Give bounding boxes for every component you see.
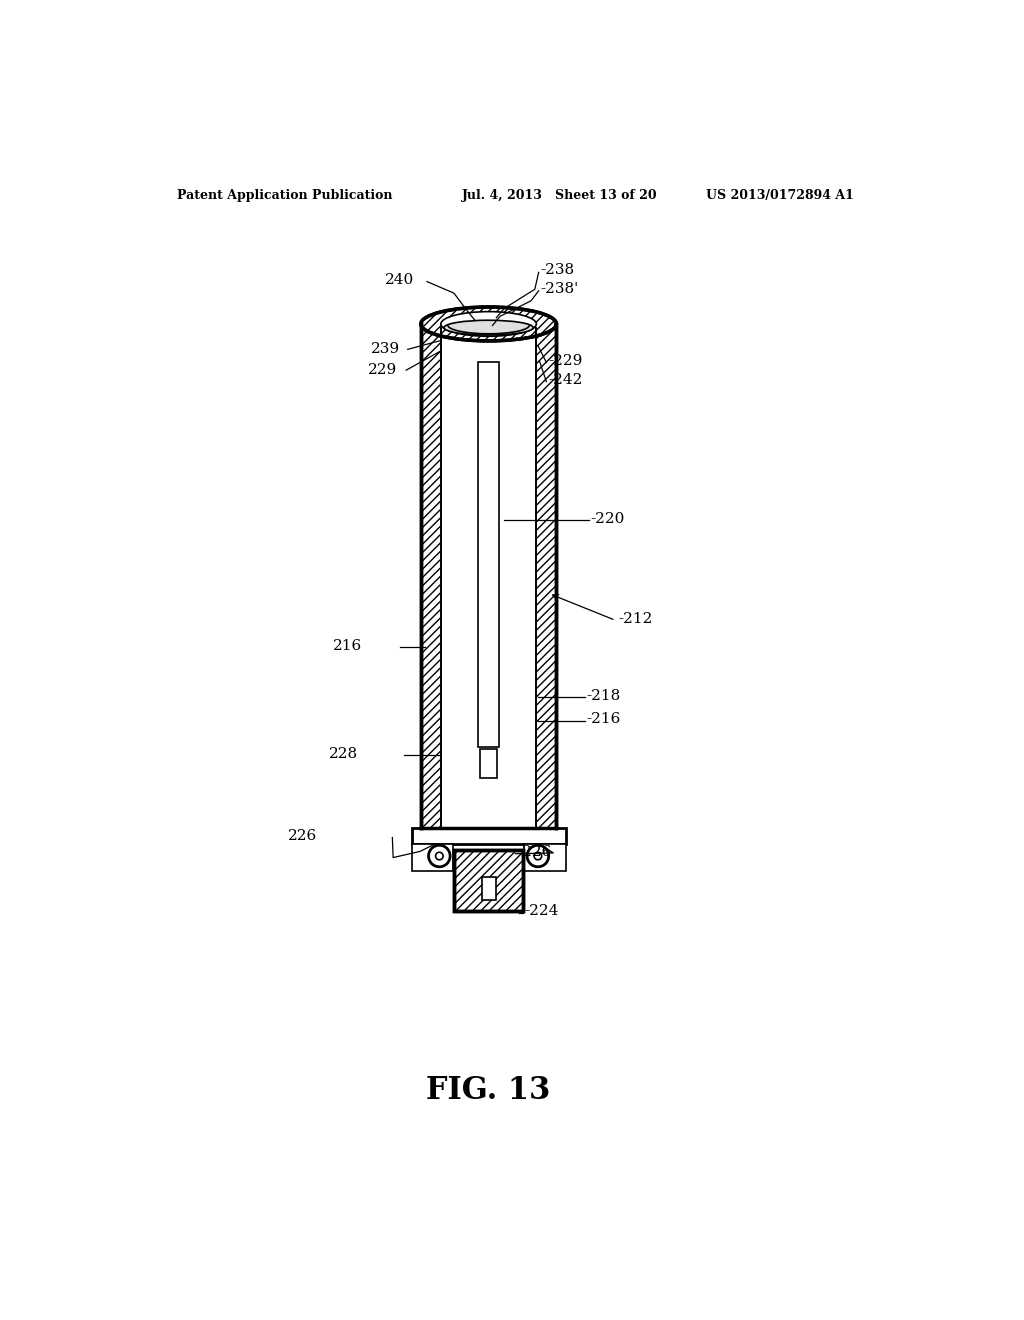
Bar bbox=[480, 748, 497, 779]
Text: 239: 239 bbox=[371, 342, 400, 356]
Bar bbox=[481, 876, 496, 900]
Text: Patent Application Publication: Patent Application Publication bbox=[177, 189, 392, 202]
Text: 240: 240 bbox=[385, 273, 414, 286]
Text: 229: 229 bbox=[368, 363, 397, 378]
Text: Jul. 4, 2013   Sheet 13 of 20: Jul. 4, 2013 Sheet 13 of 20 bbox=[462, 189, 657, 202]
Bar bbox=[441, 323, 537, 829]
Bar bbox=[421, 323, 441, 829]
Text: -216: -216 bbox=[587, 711, 621, 726]
Ellipse shape bbox=[444, 321, 534, 335]
Text: 226: 226 bbox=[289, 829, 317, 843]
Bar bbox=[537, 323, 556, 829]
Circle shape bbox=[527, 845, 549, 867]
Text: -238: -238 bbox=[541, 263, 574, 277]
Bar bbox=[412, 829, 565, 843]
Ellipse shape bbox=[441, 312, 537, 337]
Text: -220: -220 bbox=[590, 512, 625, 525]
Circle shape bbox=[535, 853, 542, 859]
Bar bbox=[421, 323, 556, 829]
Bar bbox=[454, 850, 523, 911]
Text: -218: -218 bbox=[587, 689, 621, 702]
Text: 228: 228 bbox=[330, 747, 358, 760]
Ellipse shape bbox=[421, 308, 556, 341]
Text: US 2013/0172894 A1: US 2013/0172894 A1 bbox=[707, 189, 854, 202]
Text: -229: -229 bbox=[548, 354, 583, 368]
Bar bbox=[524, 843, 565, 871]
Text: -238': -238' bbox=[541, 282, 579, 296]
Bar bbox=[454, 850, 523, 911]
Bar bbox=[478, 363, 500, 747]
Text: FIG. 13: FIG. 13 bbox=[426, 1074, 551, 1106]
Bar bbox=[412, 843, 454, 871]
Text: -224: -224 bbox=[524, 904, 559, 919]
Circle shape bbox=[435, 853, 443, 859]
Circle shape bbox=[429, 845, 451, 867]
Text: -242: -242 bbox=[548, 374, 583, 387]
Text: 216: 216 bbox=[333, 639, 362, 653]
Text: -212: -212 bbox=[617, 612, 652, 626]
Text: -226: -226 bbox=[517, 845, 552, 859]
